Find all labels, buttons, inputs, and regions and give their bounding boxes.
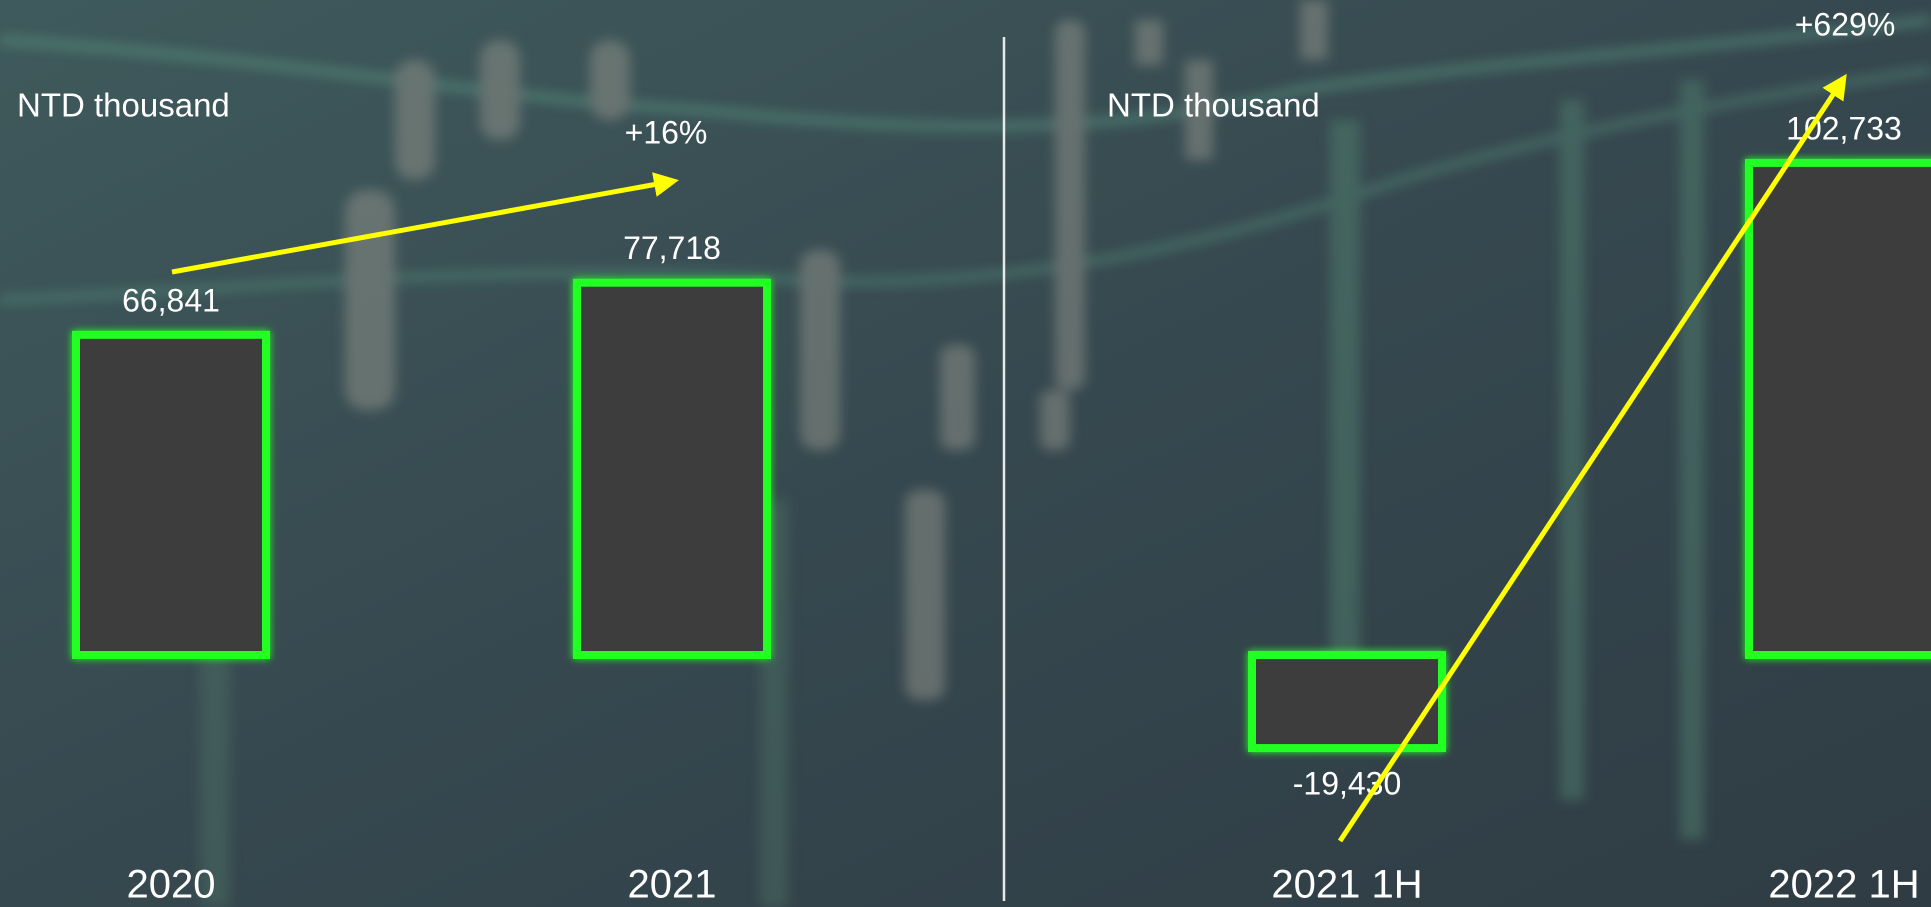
bar xyxy=(1745,158,1931,659)
x-tick-label: 2021 1H xyxy=(1271,863,1422,907)
x-tick-label: 2021 xyxy=(628,863,717,907)
unit-label: NTD thousand xyxy=(17,87,230,124)
annotation: +16% xyxy=(625,114,708,150)
trend-arrow xyxy=(171,172,679,275)
unit-label: NTD thousand xyxy=(1107,87,1320,124)
x-tick-label: 2022 1H xyxy=(1768,863,1919,907)
x-tick-label: 2020 xyxy=(127,863,216,907)
trend-arrow xyxy=(1337,73,1847,843)
bar xyxy=(72,330,270,659)
bar xyxy=(573,278,771,659)
value-label: 66,841 xyxy=(122,282,220,318)
value-label: 77,718 xyxy=(623,230,721,266)
annotation: +629% xyxy=(1795,6,1896,42)
